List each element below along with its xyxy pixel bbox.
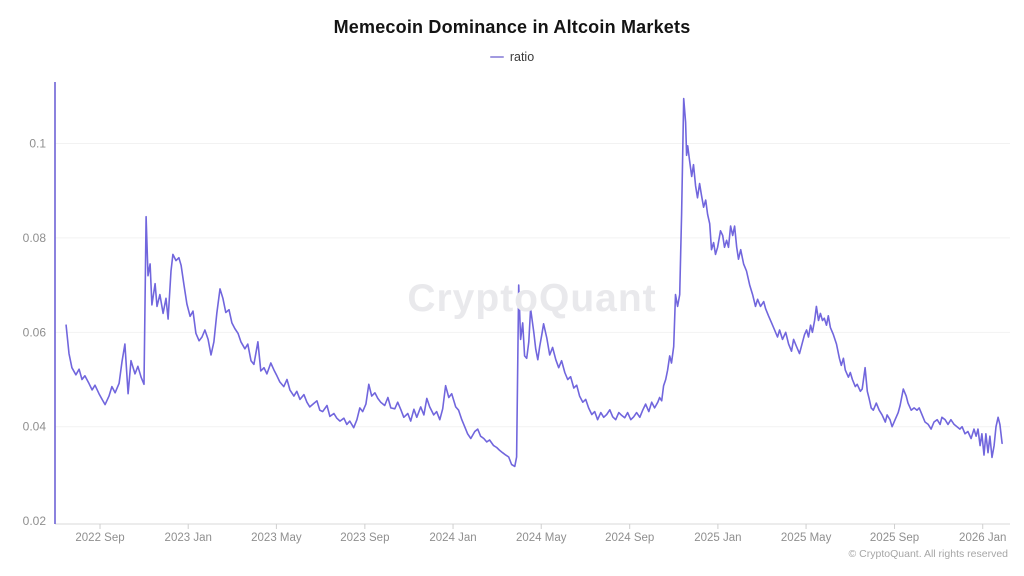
x-axis-tick-label: 2023 Sep	[340, 532, 389, 544]
x-axis-tick-label: 2026 Jan	[959, 532, 1006, 544]
y-axis-tick-label: 0.06	[23, 325, 47, 339]
x-axis-tick-label: 2024 Sep	[605, 532, 654, 544]
x-axis-tick-label: 2025 Sep	[870, 532, 919, 544]
x-axis-tick-label: 2024 Jan	[429, 532, 476, 544]
page-title: Memecoin Dominance in Altcoin Markets	[333, 17, 691, 37]
x-axis-tick-label: 2025 Jan	[694, 532, 741, 544]
x-axis-tick-label: 2025 May	[781, 532, 832, 544]
y-axis-tick-label: 0.08	[23, 231, 47, 245]
legend-item-ratio[interactable]: ratio	[0, 49, 1024, 65]
copyright-text: © CryptoQuant. All rights reserved	[848, 548, 1008, 560]
x-axis-tick-label: 2023 Jan	[165, 532, 212, 544]
y-axis-tick-label: 0.1	[29, 136, 46, 150]
y-axis-tick-label: 0.04	[23, 420, 47, 434]
x-axis-tick-label: 2024 May	[516, 532, 567, 544]
y-axis-tick-label: 0.02	[23, 514, 47, 528]
x-axis-tick-label: 2023 May	[251, 532, 302, 544]
legend-line-marker-icon	[489, 56, 504, 58]
ratio-series-line	[65, 97, 1003, 468]
legend-label: ratio	[509, 50, 535, 64]
x-axis-tick-label: 2022 Sep	[75, 532, 124, 544]
